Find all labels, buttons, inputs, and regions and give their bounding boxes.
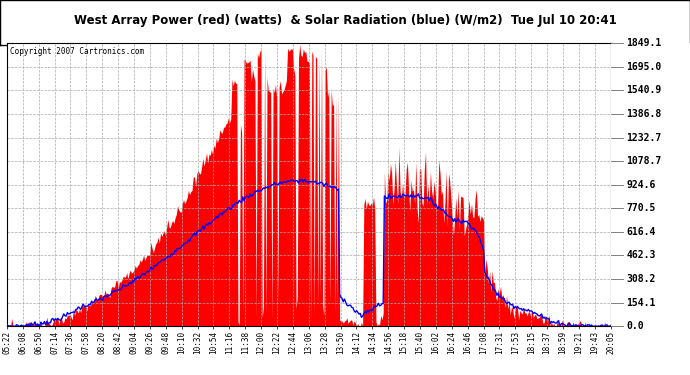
- Text: 1540.9: 1540.9: [627, 86, 662, 95]
- Text: 1078.7: 1078.7: [627, 156, 662, 166]
- Text: Copyright 2007 Cartronics.com: Copyright 2007 Cartronics.com: [10, 47, 144, 56]
- Text: West Array Power (red) (watts)  & Solar Radiation (blue) (W/m2)  Tue Jul 10 20:4: West Array Power (red) (watts) & Solar R…: [74, 14, 616, 27]
- Text: 0.0: 0.0: [627, 321, 644, 331]
- Text: 1386.8: 1386.8: [627, 109, 662, 119]
- Text: 1695.0: 1695.0: [627, 62, 662, 72]
- Text: 924.6: 924.6: [627, 180, 656, 190]
- Text: 308.2: 308.2: [627, 274, 656, 284]
- Text: 462.3: 462.3: [627, 251, 656, 261]
- Text: 770.5: 770.5: [627, 203, 656, 213]
- Text: 154.1: 154.1: [627, 298, 656, 307]
- Text: 1849.1: 1849.1: [627, 38, 662, 48]
- Text: 1232.7: 1232.7: [627, 132, 662, 142]
- Text: 616.4: 616.4: [627, 227, 656, 237]
